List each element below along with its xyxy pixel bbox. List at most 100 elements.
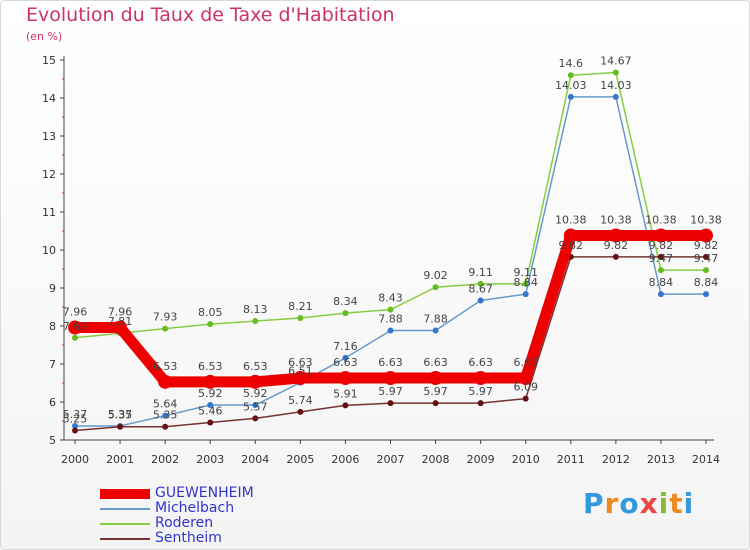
- x-tick-label: 2004: [241, 453, 269, 466]
- data-point-michelbach: [207, 402, 214, 409]
- data-label-guewenheim: 7.96: [63, 306, 88, 319]
- data-label-sentheim: 5.91: [333, 387, 358, 400]
- data-label-guewenheim: 10.38: [690, 214, 722, 227]
- data-point-guewenheim: [113, 320, 128, 335]
- data-point-sentheim: [522, 395, 529, 402]
- data-label-guewenheim: 10.38: [600, 214, 632, 227]
- data-label-guewenheim: 7.96: [108, 306, 133, 319]
- data-label-sentheim: 5.97: [468, 385, 493, 398]
- data-label-michelbach: 5.37: [108, 408, 133, 421]
- data-point-guewenheim: [383, 371, 398, 386]
- data-label-guewenheim: 6.63: [513, 356, 538, 369]
- data-point-guewenheim: [473, 371, 488, 386]
- data-label-sentheim: 9.82: [649, 239, 674, 252]
- data-point-sentheim: [72, 427, 78, 434]
- data-label-sentheim: 9.82: [694, 239, 719, 252]
- data-point-sentheim: [162, 423, 169, 430]
- data-point-michelbach: [387, 327, 394, 334]
- data-label-michelbach: 8.84: [694, 276, 719, 289]
- y-tick-label: 8: [49, 320, 56, 333]
- data-label-michelbach: 5.92: [198, 387, 223, 400]
- data-label-sentheim: 6.09: [513, 381, 538, 394]
- x-tick-label: 2011: [557, 453, 585, 466]
- data-point-michelbach: [252, 402, 259, 409]
- legend-swatch-guewenheim: [100, 488, 150, 499]
- data-label-sentheim: 5.35: [108, 409, 133, 422]
- data-label-roderen: 9.02: [423, 269, 448, 282]
- data-label-roderen: 9.11: [513, 266, 538, 279]
- data-label-roderen: 8.43: [378, 292, 403, 305]
- data-label-guewenheim: 10.38: [645, 214, 677, 227]
- data-label-roderen: 7.69: [63, 320, 88, 333]
- x-tick-label: 2009: [467, 453, 495, 466]
- legend-label: GUEWENHEIM: [155, 485, 254, 501]
- data-label-guewenheim: 6.53: [198, 360, 223, 373]
- data-label-roderen: 7.81: [108, 315, 133, 328]
- y-tick-label: 5: [49, 434, 56, 447]
- y-tick-label: 12: [42, 168, 56, 181]
- data-label-roderen: 9.11: [468, 266, 493, 279]
- data-point-guewenheim: [608, 228, 623, 243]
- data-label-michelbach: 7.88: [378, 313, 403, 326]
- data-point-roderen: [567, 72, 574, 79]
- data-label-guewenheim: 6.53: [243, 360, 268, 373]
- x-tick-label: 2002: [151, 453, 179, 466]
- data-point-sentheim: [477, 400, 484, 407]
- data-label-guewenheim: 6.63: [468, 356, 493, 369]
- data-point-sentheim: [117, 423, 124, 430]
- data-point-sentheim: [432, 400, 439, 407]
- data-point-sentheim: [612, 253, 619, 260]
- data-point-guewenheim: [518, 371, 533, 386]
- data-point-roderen: [162, 325, 169, 332]
- data-label-roderen: 14.67: [600, 55, 632, 68]
- y-tick-label: 13: [42, 130, 56, 143]
- data-label-sentheim: 5.46: [198, 405, 223, 418]
- data-point-roderen: [207, 321, 214, 328]
- data-point-michelbach: [522, 291, 529, 298]
- data-point-sentheim: [207, 419, 214, 426]
- data-point-guewenheim: [428, 371, 443, 386]
- data-label-michelbach: 5.92: [243, 387, 268, 400]
- data-point-roderen: [342, 310, 349, 317]
- data-point-guewenheim: [158, 374, 173, 389]
- x-tick-label: 2003: [196, 453, 224, 466]
- y-tick-label: 15: [42, 54, 56, 67]
- data-point-michelbach: [72, 422, 78, 429]
- data-label-michelbach: 6.51: [288, 365, 313, 378]
- data-point-guewenheim: [248, 374, 263, 389]
- data-point-michelbach: [477, 297, 484, 304]
- data-point-roderen: [703, 267, 709, 274]
- data-label-roderen: 8.13: [243, 303, 268, 316]
- data-point-sentheim: [342, 402, 349, 409]
- legend: GUEWENHEIM Michelbach Roderen Sentheim: [100, 486, 254, 546]
- data-label-michelbach: 5.64: [153, 398, 178, 411]
- data-point-guewenheim: [203, 374, 218, 389]
- data-point-sentheim: [387, 400, 394, 407]
- data-point-roderen: [432, 284, 439, 291]
- data-point-michelbach: [432, 327, 439, 334]
- data-point-michelbach: [567, 93, 574, 100]
- data-point-guewenheim: [68, 320, 82, 335]
- data-point-guewenheim: [653, 228, 668, 243]
- data-point-guewenheim: [563, 228, 578, 243]
- data-point-michelbach: [612, 93, 619, 100]
- legend-swatch-sentheim: [100, 537, 150, 540]
- data-label-michelbach: 8.84: [513, 276, 538, 289]
- data-label-guewenheim: 6.63: [423, 356, 448, 369]
- data-label-michelbach: 8.67: [468, 283, 493, 296]
- data-point-sentheim: [703, 253, 709, 260]
- y-tick-label: 10: [42, 244, 56, 257]
- x-tick-label: 2014: [692, 453, 720, 466]
- x-tick-label: 2012: [602, 453, 630, 466]
- y-tick-label: 9: [49, 282, 56, 295]
- data-label-roderen: 14.6: [559, 57, 584, 70]
- x-tick-label: 2010: [512, 453, 540, 466]
- chart-subtitle: (en %): [26, 30, 63, 43]
- data-label-roderen: 9.47: [694, 252, 719, 265]
- data-point-roderen: [387, 306, 394, 313]
- data-label-roderen: 8.34: [333, 295, 358, 308]
- x-tick-label: 2000: [61, 453, 89, 466]
- data-label-roderen: 7.93: [153, 311, 178, 324]
- chart-title: Evolution du Taux de Taxe d'Habitation: [26, 4, 395, 26]
